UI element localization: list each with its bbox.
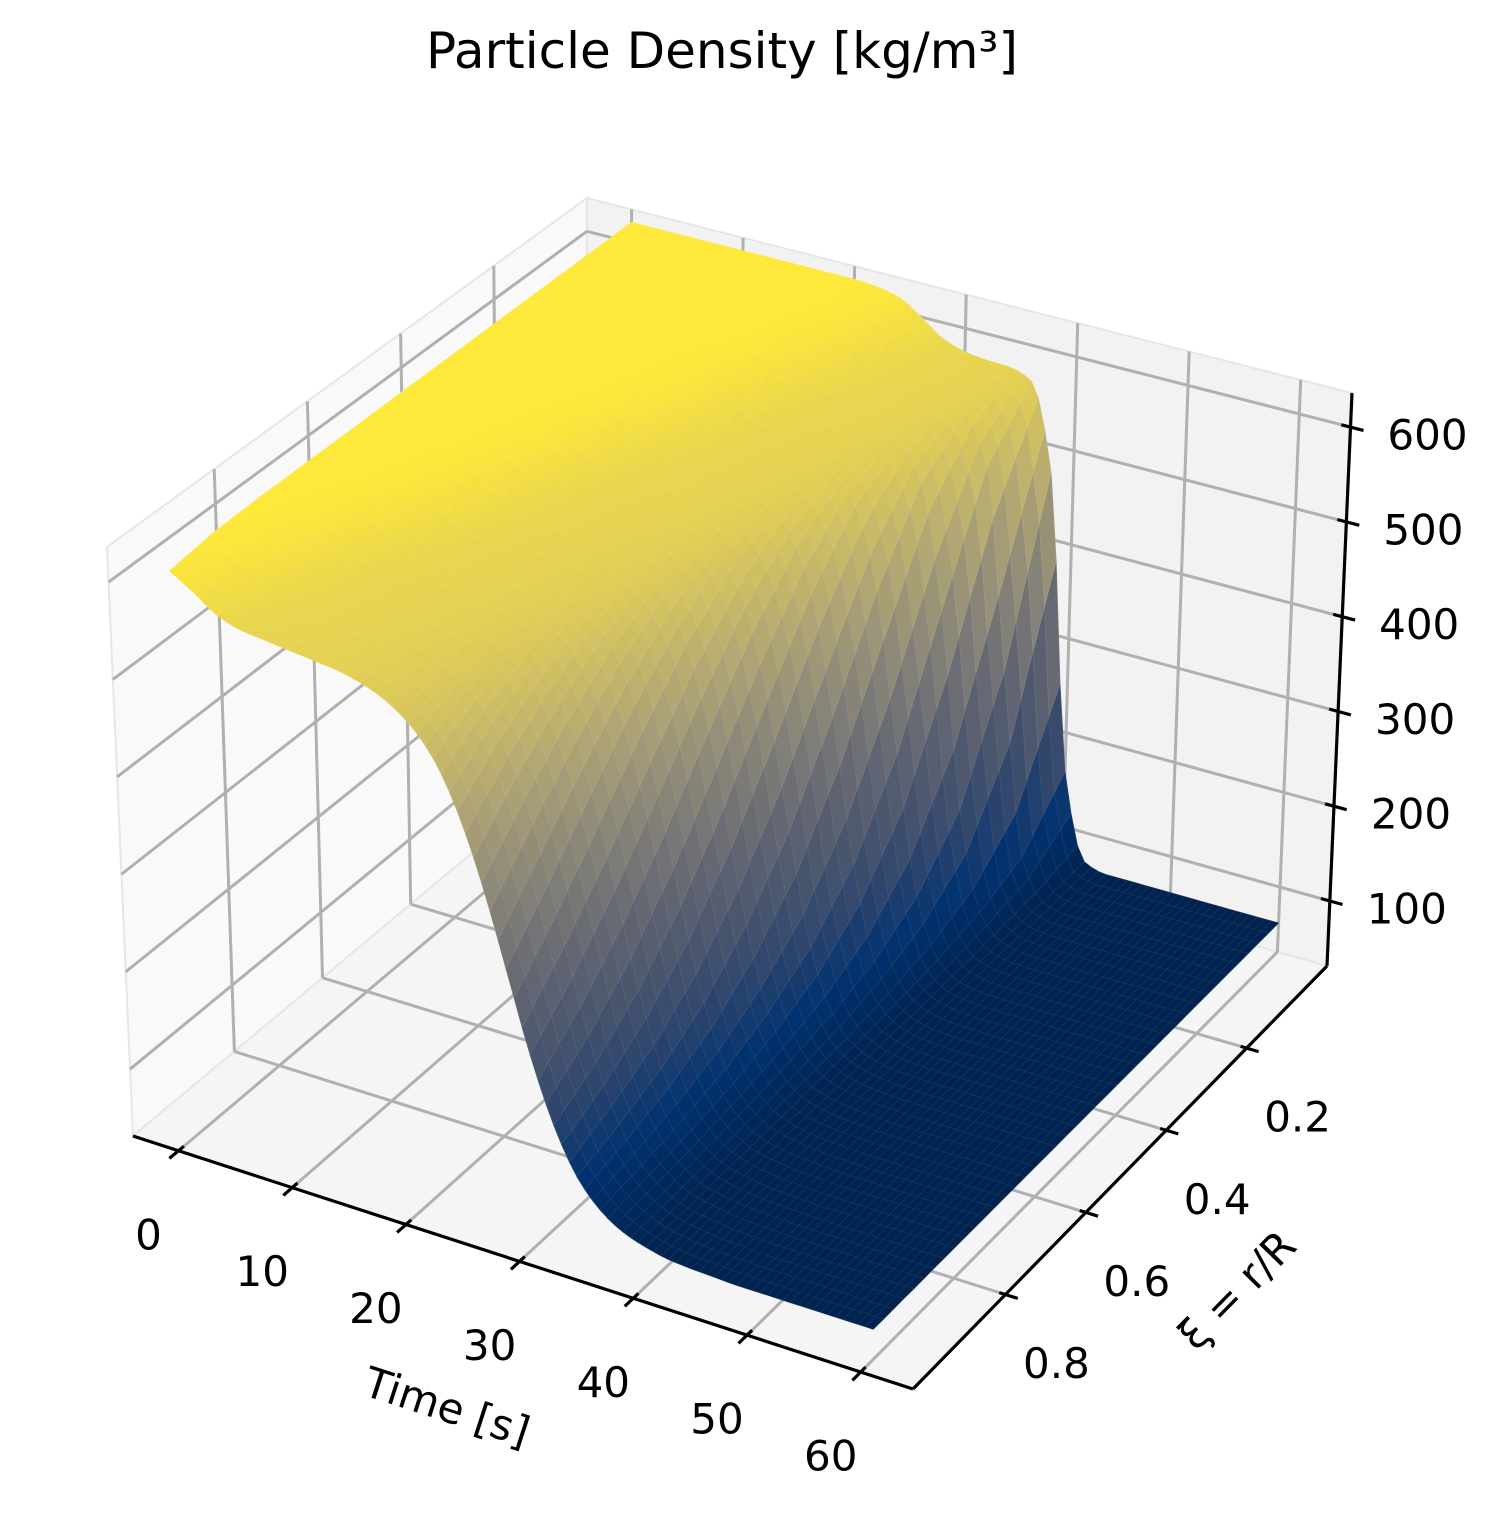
time-tick-label: 30 bbox=[463, 1321, 516, 1370]
time-tick-label: 60 bbox=[804, 1432, 857, 1481]
xi-tick-label: 0.8 bbox=[1023, 1339, 1090, 1388]
right-pane-gridline-time bbox=[1275, 379, 1303, 953]
z-tick-label: 100 bbox=[1367, 885, 1447, 934]
z-tick-label: 600 bbox=[1387, 411, 1467, 460]
xi-tick-label: 0.4 bbox=[1184, 1175, 1251, 1224]
z-tick-label: 400 bbox=[1379, 600, 1459, 649]
density-surface bbox=[169, 221, 1279, 1330]
right-pane-gridline-time bbox=[1168, 351, 1191, 922]
z-tick-label: 300 bbox=[1375, 695, 1455, 744]
y-axis-label: ξ = r/R bbox=[1168, 1221, 1305, 1359]
z-tick-label: 200 bbox=[1371, 790, 1451, 839]
z-tick-label: 500 bbox=[1383, 505, 1463, 554]
x-axis-label: Time [s] bbox=[357, 1357, 536, 1457]
time-tick-label: 40 bbox=[577, 1358, 630, 1407]
time-tick-label: 20 bbox=[349, 1284, 402, 1333]
time-tick-label: 10 bbox=[235, 1247, 288, 1296]
chart-title: Particle Density [kg/m³] bbox=[426, 22, 1018, 80]
xi-tick-label: 0.6 bbox=[1103, 1257, 1170, 1306]
xi-tick-label: 0.2 bbox=[1264, 1093, 1331, 1142]
time-tick-label: 0 bbox=[135, 1210, 162, 1259]
time-tick-label: 50 bbox=[690, 1395, 743, 1444]
left-pane-gridline-z bbox=[107, 230, 588, 584]
floor-gridline-time bbox=[859, 950, 1279, 1374]
